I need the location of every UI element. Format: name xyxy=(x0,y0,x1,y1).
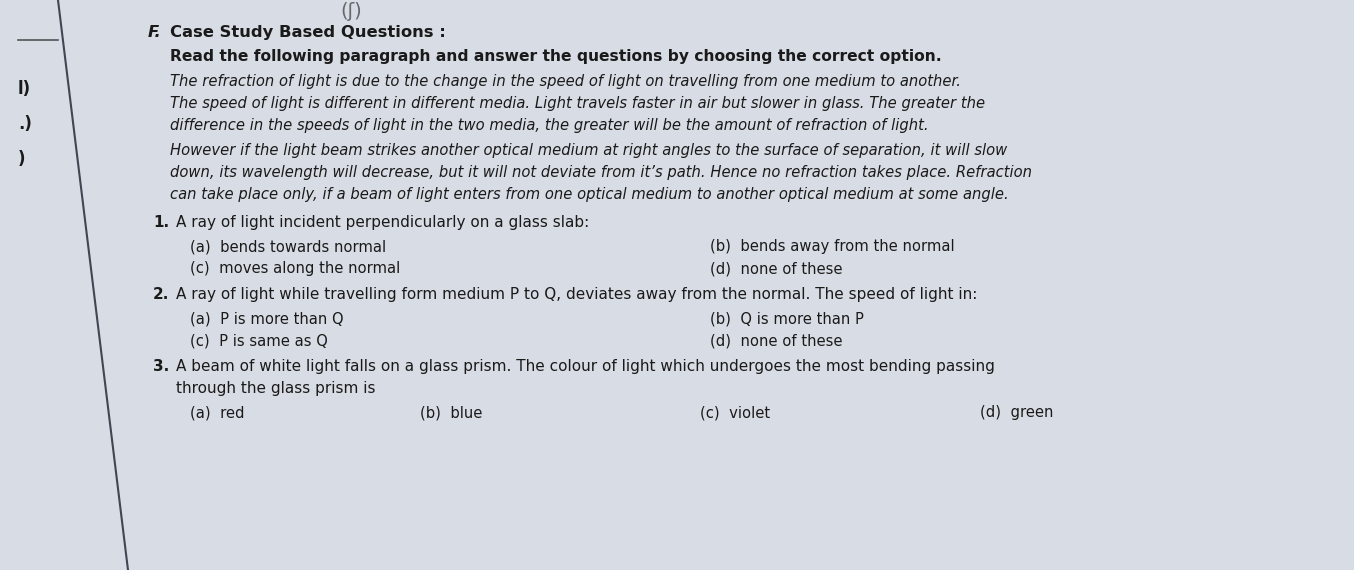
Text: 2.: 2. xyxy=(153,287,169,302)
Text: Case Study Based Questions :: Case Study Based Questions : xyxy=(171,25,445,40)
Text: (c)  P is same as Q: (c) P is same as Q xyxy=(190,333,328,348)
Text: (d)  none of these: (d) none of these xyxy=(709,261,842,276)
Text: (b)  blue: (b) blue xyxy=(420,405,482,420)
Text: F.: F. xyxy=(148,25,161,40)
Text: (a)  P is more than Q: (a) P is more than Q xyxy=(190,311,344,326)
Text: A beam of white light falls on a glass prism. The colour of light which undergoe: A beam of white light falls on a glass p… xyxy=(176,359,995,374)
Text: (d)  green: (d) green xyxy=(980,405,1053,420)
Text: ): ) xyxy=(18,150,26,168)
Text: The refraction of light is due to the change in the speed of light on travelling: The refraction of light is due to the ch… xyxy=(171,74,961,89)
Text: (b)  bends away from the normal: (b) bends away from the normal xyxy=(709,239,955,254)
Text: down, its wavelength will decrease, but it will not deviate from it’s path. Henc: down, its wavelength will decrease, but … xyxy=(171,165,1032,180)
Text: can take place only, if a beam of light enters from one optical medium to anothe: can take place only, if a beam of light … xyxy=(171,187,1009,202)
Text: (a)  red: (a) red xyxy=(190,405,245,420)
Text: Read the following paragraph and answer the questions by choosing the correct op: Read the following paragraph and answer … xyxy=(171,49,942,64)
Text: (c)  violet: (c) violet xyxy=(700,405,770,420)
Text: 1.: 1. xyxy=(153,215,169,230)
Text: (ʃ): (ʃ) xyxy=(340,2,362,21)
Text: The speed of light is different in different media. Light travels faster in air : The speed of light is different in diffe… xyxy=(171,96,986,111)
Text: difference in the speeds of light in the two media, the greater will be the amou: difference in the speeds of light in the… xyxy=(171,118,929,133)
Text: (c)  moves along the normal: (c) moves along the normal xyxy=(190,261,401,276)
Text: (b)  Q is more than P: (b) Q is more than P xyxy=(709,311,864,326)
Text: (a)  bends towards normal: (a) bends towards normal xyxy=(190,239,386,254)
Text: A ray of light incident perpendicularly on a glass slab:: A ray of light incident perpendicularly … xyxy=(176,215,589,230)
Text: .): .) xyxy=(18,115,32,133)
Text: (d)  none of these: (d) none of these xyxy=(709,333,842,348)
Text: l): l) xyxy=(18,80,31,98)
Text: 3.: 3. xyxy=(153,359,169,374)
Text: A ray of light while travelling form medium P to Q, deviates away from the norma: A ray of light while travelling form med… xyxy=(176,287,978,302)
Text: However if the light beam strikes another optical medium at right angles to the : However if the light beam strikes anothe… xyxy=(171,143,1007,158)
Text: through the glass prism is: through the glass prism is xyxy=(176,381,375,396)
